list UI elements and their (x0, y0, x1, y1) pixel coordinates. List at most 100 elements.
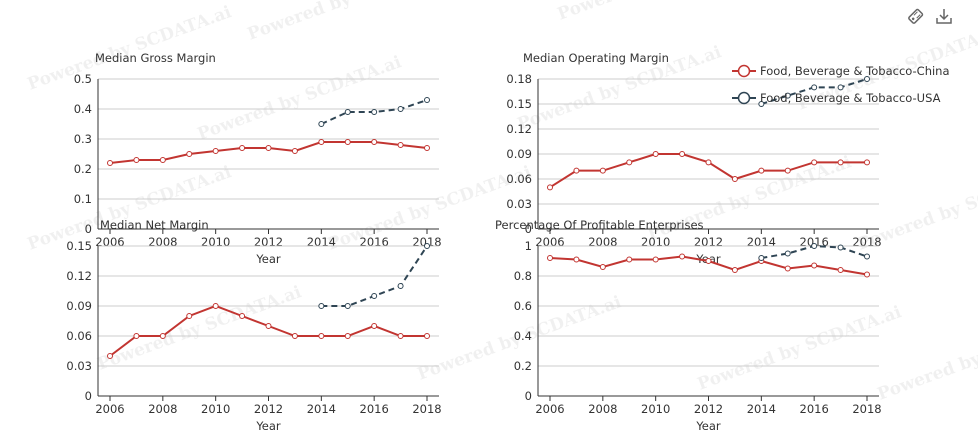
data-point (424, 333, 430, 339)
y-tick-label: 0.12 (506, 122, 532, 136)
y-tick-label: 0.18 (506, 72, 532, 86)
data-point (864, 253, 870, 260)
data-point (837, 84, 844, 91)
y-tick-label: 0.15 (506, 97, 532, 111)
watermark: Powered by SCDATA.ai (245, 0, 455, 45)
x-tick-label: 2012 (694, 402, 723, 416)
legend-swatch-usa (732, 91, 756, 104)
x-tick-label: 2016 (800, 402, 829, 416)
data-point (344, 109, 351, 115)
data-point (573, 167, 580, 174)
data-point (239, 145, 246, 151)
x-tick-label: 2014 (307, 402, 336, 416)
watermark: Powered by SCDATA.ai (555, 0, 765, 25)
x-tick-label: 2010 (641, 235, 670, 249)
data-point (758, 101, 765, 107)
x-tick-label: 2016 (360, 235, 389, 249)
data-point (397, 106, 404, 112)
x-tick-label: 2018 (412, 402, 441, 416)
data-point (212, 303, 219, 309)
y-tick-label: 0.09 (66, 299, 92, 313)
x-tick-label: 2016 (360, 402, 389, 416)
data-point (784, 167, 791, 174)
y-tick-label: 0.09 (506, 147, 532, 161)
x-tick-label: 2012 (254, 402, 283, 416)
data-point (159, 333, 166, 339)
data-point (186, 313, 193, 319)
x-tick-label: 2014 (747, 235, 776, 249)
data-point (573, 256, 580, 263)
data-point (811, 262, 818, 269)
data-point (705, 159, 712, 166)
data-point (371, 139, 378, 145)
data-point (811, 243, 818, 249)
x-tick-label: 2008 (588, 402, 617, 416)
x-tick-label: 2008 (148, 235, 177, 249)
data-point (547, 255, 553, 261)
data-point (758, 167, 765, 174)
y-tick-label: 0.03 (66, 359, 92, 373)
x-tick-label: 2006 (535, 235, 564, 249)
x-tick-label: 2018 (852, 402, 881, 416)
legend-swatch-china (732, 64, 756, 77)
watermark: Powered by SCDATA.ai (25, 2, 235, 95)
x-axis-label: Year (255, 419, 281, 433)
tag-icon[interactable] (906, 6, 926, 26)
chart-operating-margin: 0 0.03 0.06 0.09 0.12 0.15 0.18 2006 2008 2010 201… (506, 51, 881, 266)
data-point (837, 159, 844, 166)
data-point (652, 256, 659, 263)
data-point (864, 271, 870, 278)
y-tick-label: 0.5 (74, 72, 92, 86)
data-point (371, 293, 378, 299)
data-point (837, 267, 844, 273)
data-point (424, 145, 430, 151)
legend-item-china[interactable]: Food, Beverage & Tobacco-China (732, 60, 950, 81)
data-point (107, 353, 113, 359)
watermark: Powered by SCDATA.ai (695, 302, 905, 395)
y-tick-label: 1 (525, 239, 532, 253)
data-point (318, 139, 325, 145)
data-point (652, 151, 659, 157)
y-tick-label: 0.4 (514, 329, 532, 343)
y-tick-label: 0.06 (506, 172, 532, 186)
x-tick-label: 2010 (641, 402, 670, 416)
data-point (344, 139, 351, 145)
chart-title: Median Net Margin (100, 218, 209, 232)
x-tick-label: 2008 (148, 402, 177, 416)
data-point (811, 84, 818, 91)
data-point (705, 258, 712, 264)
y-tick-label: 0.03 (506, 197, 532, 211)
y-tick-label: 0.3 (74, 132, 92, 146)
legend-label-china: Food, Beverage & Tobacco-China (760, 63, 950, 78)
data-point (318, 333, 325, 339)
data-point (397, 333, 404, 339)
data-point (679, 253, 686, 260)
y-tick-label: 0.8 (514, 269, 532, 283)
data-point (784, 250, 791, 257)
data-point (837, 244, 844, 251)
chart-title: Median Gross Margin (95, 51, 216, 65)
data-point (679, 151, 686, 157)
download-icon[interactable] (934, 6, 954, 26)
data-point (731, 176, 738, 182)
data-point (291, 148, 298, 154)
data-point (133, 157, 140, 163)
y-tick-label: 0.12 (66, 269, 92, 283)
y-tick-label: 0 (85, 389, 92, 403)
data-point (291, 333, 298, 339)
data-point (424, 243, 430, 249)
data-point (318, 303, 325, 309)
x-axis-label: Year (695, 419, 721, 433)
x-tick-label: 2018 (852, 235, 881, 249)
legend-item-usa[interactable]: Food, Beverage & Tobacco-USA (732, 87, 950, 108)
data-point (371, 109, 378, 115)
data-point (107, 160, 113, 166)
y-tick-label: 0.2 (74, 162, 92, 176)
legend: Food, Beverage & Tobacco-China Food, Bev… (732, 60, 950, 114)
x-tick-label: 2010 (201, 402, 230, 416)
data-point (547, 184, 553, 191)
data-point (784, 92, 791, 99)
data-point (344, 333, 351, 339)
